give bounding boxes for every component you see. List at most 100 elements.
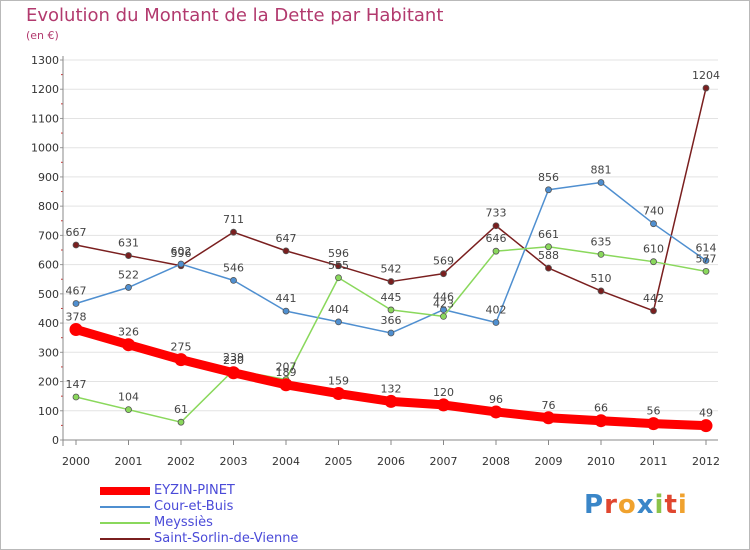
x-tick-label: 2010	[587, 455, 615, 468]
data-point	[335, 274, 342, 282]
data-label: 667	[66, 226, 87, 239]
data-label: 61	[174, 403, 188, 416]
data-point	[227, 366, 240, 380]
proxiti-logo: Proxiti	[584, 490, 688, 520]
data-label: 96	[489, 393, 503, 406]
data-point	[650, 220, 657, 228]
data-point	[597, 250, 605, 258]
data-point	[492, 247, 500, 255]
x-tick-label: 2001	[115, 455, 143, 468]
data-point	[650, 307, 657, 315]
data-label: 467	[66, 284, 87, 297]
data-point	[282, 307, 290, 315]
data-point	[230, 276, 237, 284]
data-label: 596	[171, 247, 192, 260]
data-label: 446	[433, 291, 454, 304]
data-point	[335, 262, 342, 270]
data-point	[545, 186, 552, 194]
data-label: 442	[643, 292, 664, 305]
data-label: 555	[328, 259, 349, 272]
data-point	[650, 258, 657, 266]
data-label: 404	[328, 303, 349, 316]
data-label: 631	[118, 237, 139, 250]
data-label: 76	[542, 399, 556, 412]
x-tick-label: 2007	[430, 455, 458, 468]
data-label: 1204	[692, 69, 720, 82]
series-line-saint-sorlin-de-vienne	[75, 87, 707, 312]
data-point	[545, 243, 552, 251]
data-point	[332, 387, 345, 401]
y-minor-tick	[61, 366, 63, 368]
data-label: 66	[594, 402, 608, 415]
x-tick-label: 2009	[535, 455, 563, 468]
data-label: 546	[223, 261, 244, 274]
data-point	[489, 405, 503, 419]
legend-label: EYZIN-PINET	[154, 483, 235, 498]
data-label: 588	[538, 249, 559, 262]
data-point	[387, 306, 395, 314]
data-point	[702, 267, 710, 275]
y-minor-tick	[61, 220, 63, 222]
logo-letter: o	[617, 490, 637, 520]
data-label: 569	[433, 255, 454, 268]
logo-letter: t	[664, 490, 678, 520]
y-tick-label: 400	[38, 317, 59, 330]
data-point	[597, 287, 605, 295]
y-tick-label: 1300	[31, 54, 59, 67]
data-point	[440, 270, 447, 278]
data-point	[122, 338, 135, 352]
data-label: 189	[276, 366, 297, 379]
legend-label: Cour-et-Buis	[154, 499, 234, 514]
legend-swatch	[100, 538, 150, 540]
data-point	[594, 414, 608, 428]
data-label: 402	[486, 303, 507, 316]
y-tick-label: 1200	[31, 83, 59, 96]
legend-swatch	[100, 506, 150, 508]
x-tick-label: 2012	[692, 455, 720, 468]
data-label: 610	[643, 243, 664, 256]
data-label: 147	[66, 378, 87, 391]
data-point	[387, 329, 395, 337]
data-point	[384, 394, 398, 408]
y-minor-tick	[61, 337, 63, 339]
data-label: 132	[381, 382, 402, 395]
data-point	[437, 398, 450, 412]
x-tick-label: 2008	[482, 455, 510, 468]
data-point	[702, 84, 710, 92]
y-minor-tick	[61, 249, 63, 251]
data-label: 159	[328, 375, 349, 388]
data-label: 602	[171, 245, 192, 258]
y-minor-tick	[61, 278, 63, 280]
legend-label: Saint-Sorlin-de-Vienne	[154, 531, 299, 546]
data-point	[492, 319, 500, 326]
data-point	[440, 306, 447, 314]
logo-letter: r	[604, 490, 618, 520]
y-minor-tick	[61, 74, 63, 76]
x-tick-label: 2000	[62, 455, 90, 468]
logo-letter: P	[584, 490, 605, 520]
data-point	[335, 318, 342, 326]
data-point	[72, 300, 80, 307]
data-point	[125, 284, 132, 291]
data-label: 423	[433, 297, 454, 310]
chart-subtitle: (en €)	[26, 29, 59, 42]
data-label: 239	[223, 351, 244, 364]
x-tick-label: 2006	[377, 455, 405, 468]
data-point	[597, 179, 605, 186]
data-point	[702, 257, 710, 264]
y-minor-tick	[61, 424, 63, 426]
data-label: 120	[433, 386, 454, 399]
logo-letter: i	[654, 490, 665, 520]
data-label: 577	[696, 252, 717, 265]
data-label: 647	[276, 232, 297, 245]
x-tick-label: 2004	[272, 455, 300, 468]
data-label: 366	[381, 314, 402, 327]
chart-title: Evolution du Montant de la Dette par Hab…	[26, 5, 444, 26]
data-point	[387, 278, 395, 285]
data-point	[177, 260, 185, 268]
x-tick-label: 2011	[640, 455, 668, 468]
data-label: 635	[591, 235, 612, 248]
data-label: 522	[118, 268, 139, 281]
